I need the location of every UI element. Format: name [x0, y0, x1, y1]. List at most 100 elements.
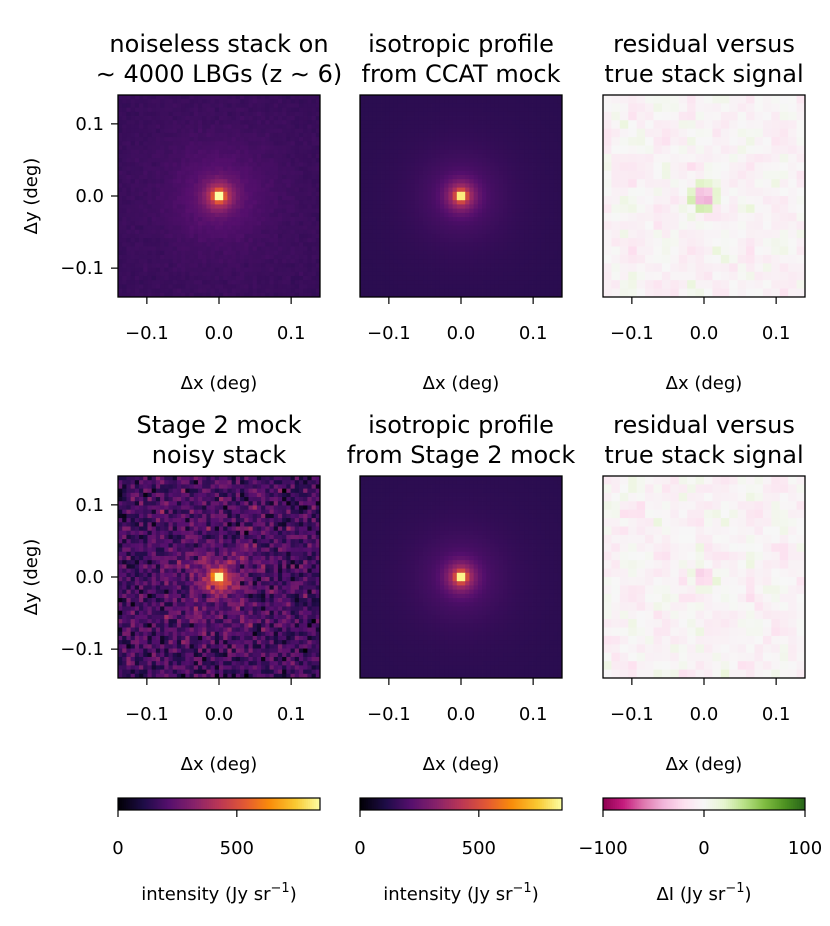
heatmap-cell: [762, 187, 772, 197]
heatmap-cell: [294, 128, 300, 134]
heatmap-cell: [273, 149, 279, 155]
heatmap-cell: [151, 196, 157, 201]
heatmap-cell: [532, 137, 538, 142]
heatmap-cell: [139, 107, 144, 113]
heatmap-cell: [164, 233, 169, 239]
heatmap-cell: [311, 208, 317, 214]
heatmap-cell: [227, 233, 233, 239]
heatmap-cell: [469, 280, 475, 285]
heatmap-cell: [389, 267, 395, 273]
heatmap-cell: [298, 229, 304, 235]
heatmap-cell: [168, 179, 174, 184]
heatmap-cell: [498, 238, 504, 243]
heatmap-cell: [210, 200, 216, 205]
heatmap-cell: [210, 217, 216, 222]
heatmap-cell: [315, 246, 321, 252]
heatmap-cell: [704, 179, 713, 188]
heatmap-cell: [168, 187, 174, 193]
heatmap-cell: [393, 128, 399, 134]
heatmap-cell: [360, 174, 365, 180]
heatmap-cell: [423, 225, 428, 231]
heatmap-cell: [414, 128, 420, 134]
heatmap-cell: [418, 233, 424, 239]
heatmap-cell: [452, 212, 458, 218]
heatmap-cell: [549, 250, 554, 256]
heatmap-cell: [130, 200, 136, 205]
heatmap-cell: [473, 267, 479, 273]
heatmap-cell: [423, 200, 428, 205]
heatmap-cell: [294, 284, 300, 289]
heatmap-cell: [372, 166, 378, 172]
heatmap-cell: [160, 124, 165, 130]
heatmap-cell: [397, 162, 403, 167]
heatmap-cell: [452, 200, 458, 205]
heatmap-cell: [360, 275, 365, 281]
heatmap-cell: [290, 259, 296, 264]
heatmap-cell: [160, 225, 165, 231]
heatmap-cell: [206, 200, 211, 205]
heatmap-cell: [553, 250, 559, 256]
heatmap-cell: [519, 158, 525, 163]
heatmap-cell: [619, 145, 629, 155]
heatmap-cell: [465, 107, 470, 113]
heatmap-cell: [168, 124, 174, 130]
heatmap-cell: [503, 246, 508, 252]
heatmap-cell: [490, 250, 496, 256]
heatmap-cell: [189, 225, 195, 231]
heatmap-cell: [435, 111, 441, 117]
heatmap-cell: [720, 145, 730, 155]
heatmap-cell: [435, 200, 441, 205]
heatmap-cell: [372, 204, 378, 210]
heatmap-cell: [628, 120, 638, 130]
heatmap-cell: [168, 271, 174, 277]
heatmap-cell: [176, 275, 182, 281]
heatmap-cell: [151, 158, 157, 163]
heatmap-cell: [720, 187, 730, 197]
heatmap-cell: [477, 128, 483, 134]
heatmap-cell: [189, 204, 195, 210]
heatmap-cell: [519, 288, 525, 294]
heatmap-cell: [193, 107, 199, 113]
heatmap-cell: [511, 132, 517, 138]
heatmap-cell: [503, 187, 508, 193]
heatmap-cell: [376, 221, 382, 226]
heatmap-cell: [381, 145, 386, 151]
heatmap-cell: [298, 196, 304, 201]
heatmap-cell: [176, 259, 182, 264]
heatmap-cell: [265, 162, 270, 167]
heatmap-cell: [381, 217, 386, 222]
heatmap-cell: [687, 137, 696, 146]
heatmap-cell: [427, 149, 432, 155]
heatmap-cell: [311, 95, 317, 100]
heatmap-cell: [461, 271, 466, 277]
heatmap-cell: [193, 179, 199, 184]
heatmap-cell: [469, 275, 475, 281]
heatmap-cell: [311, 280, 317, 285]
heatmap-cell: [444, 212, 449, 218]
heatmap-cell: [240, 145, 245, 151]
heatmap-cell: [223, 263, 228, 268]
heatmap-cell: [197, 238, 203, 243]
heatmap-cell: [189, 99, 195, 104]
heatmap-cell: [456, 162, 462, 167]
heatmap-cell: [503, 217, 508, 222]
heatmap-cell: [360, 217, 365, 222]
heatmap-cell: [214, 162, 220, 167]
heatmap-cell: [524, 187, 529, 193]
heatmap-cell: [364, 259, 369, 264]
heatmap-cell: [431, 212, 437, 218]
heatmap-cell: [553, 271, 559, 277]
heatmap-cell: [303, 174, 308, 180]
heatmap-cell: [214, 124, 220, 130]
heatmap-cell: [282, 111, 287, 117]
heatmap-cell: [406, 149, 411, 155]
heatmap-cell: [244, 267, 249, 273]
heatmap-cell: [418, 221, 424, 226]
heatmap-cell: [372, 217, 378, 222]
heatmap-cell: [214, 158, 220, 163]
heatmap-cell: [431, 95, 437, 100]
heatmap-cell: [406, 141, 411, 146]
heatmap-cell: [364, 191, 369, 197]
heatmap-cell: [223, 99, 228, 104]
